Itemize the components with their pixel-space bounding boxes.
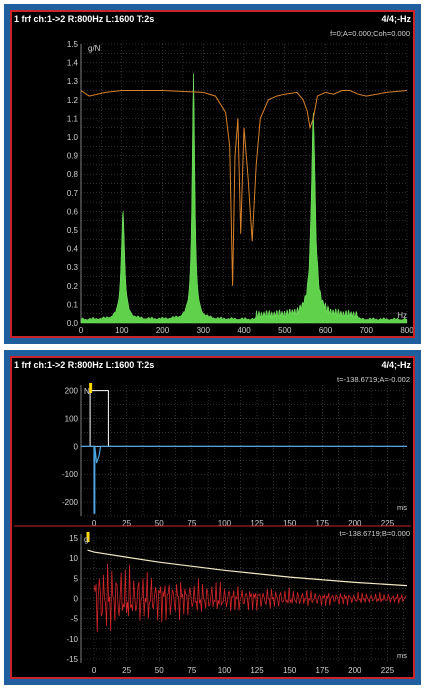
response-x-tick-label: 50 (155, 666, 164, 675)
force-y-tick-label: -100 (62, 470, 79, 479)
frf-y-tick-label: 0.6 (67, 207, 79, 216)
force-y-tick-label: 100 (65, 414, 79, 423)
response-x-tick-label: 200 (348, 666, 362, 675)
frf-header: 1 frf ch:1->2 R:800Hz L:1600 T:2s 4/4;-H… (14, 13, 411, 25)
force-readout: t=-138.6719;A=-0.002 (337, 375, 410, 384)
frf-x-unit: Hz (397, 311, 407, 320)
frf-y-tick-label: 1.1 (67, 114, 79, 123)
frf-x-tick-label: 0 (79, 326, 84, 335)
frf-header-right: 4/4;-Hz (381, 14, 411, 24)
bottom-time-frame: 0 25 50 75 100 125 150 175 200 225 200 100 0 -100 -200… (4, 350, 421, 685)
frf-x-tick-label: 700 (360, 326, 374, 335)
frf-y-tick-label: 1.0 (67, 133, 79, 142)
frf-y-unit: g/N (88, 44, 101, 53)
force-x-tick-label: 175 (316, 519, 330, 528)
force-x-tick-label: 150 (283, 519, 297, 528)
response-y-tick-label: 10 (69, 554, 78, 563)
frf-y-tick-label: 1.2 (67, 96, 79, 105)
response-y-tick-label: -5 (71, 615, 79, 624)
response-trace (93, 563, 407, 633)
frf-x-tick-label: 200 (156, 326, 170, 335)
frf-y-tick-label: 0.4 (67, 245, 79, 254)
frf-x-tick-label: 100 (115, 326, 129, 335)
response-x-tick-label: 100 (218, 666, 232, 675)
frf-y-tick-label: 0.0 (67, 319, 79, 328)
frf-header-left: 1 frf ch:1->2 R:800Hz L:1600 T:2s (14, 14, 155, 24)
response-y-tick-label: 5 (74, 574, 79, 583)
frf-chart-panel: 0 100 200 300 400 500 600 700 800 0.0 0.1 0.2 0.3 0.4… (10, 10, 415, 338)
frf-y-tick-label: 0.8 (67, 170, 79, 179)
frf-y-tick-label: 1.5 (67, 40, 79, 49)
frf-magnitude-area (80, 73, 408, 324)
frf-readout: f=0;A=0.000;Coh=0.000 (330, 29, 410, 38)
coherence-line (80, 90, 408, 286)
response-x-tick-label: 225 (381, 666, 395, 675)
force-x-tick-label: 125 (250, 519, 264, 528)
force-y-tick-label: -200 (62, 498, 79, 507)
response-x-tick-label: 75 (187, 666, 196, 675)
force-x-tick-label: 225 (381, 519, 395, 528)
frf-y-tick-label: 1.3 (67, 77, 79, 86)
frf-x-tick-label: 300 (197, 326, 211, 335)
response-y-tick-label: -15 (66, 655, 78, 664)
force-window-line (89, 390, 109, 447)
response-y-tick-label: 0 (74, 595, 79, 604)
top-frf-frame: 0 100 200 300 400 500 600 700 800 0.0 0.1 0.2 0.3 0.4… (4, 4, 421, 344)
time-header-left: 1 frf ch:1->2 R:800Hz L:1600 T:2s (14, 360, 155, 370)
force-x-tick-label: 50 (155, 519, 164, 528)
response-y-tick-label: -10 (66, 635, 78, 644)
force-x-tick-label: 25 (122, 519, 131, 528)
force-x-tick-label: 100 (218, 519, 232, 528)
response-x-tick-label: 25 (122, 666, 131, 675)
force-y-tick-label: 0 (74, 442, 79, 451)
force-x-unit: ms (397, 503, 407, 512)
response-x-tick-label: 175 (316, 666, 330, 675)
force-x-tick-label: 200 (348, 519, 362, 528)
force-trace (81, 445, 407, 514)
frf-y-tick-label: 1.4 (67, 59, 79, 68)
response-trigger-marker (86, 532, 90, 542)
frf-y-tick-label: 0.2 (67, 282, 79, 291)
force-x-tick-label: 0 (92, 519, 97, 528)
exponential-window-line (87, 549, 408, 587)
response-x-tick-label: 125 (250, 666, 264, 675)
force-x-tick-label: 75 (187, 519, 196, 528)
force-y-tick-label: 200 (65, 387, 79, 396)
time-header: 1 frf ch:1->2 R:800Hz L:1600 T:2s 4/4;-H… (14, 359, 411, 371)
frf-x-tick-label: 500 (278, 326, 292, 335)
response-readout: t=-138.6719;B=0.000 (340, 529, 410, 538)
response-x-tick-label: 0 (92, 666, 97, 675)
frf-y-tick-label: 0.5 (67, 226, 79, 235)
frf-y-tick-label: 0.9 (67, 152, 79, 161)
frf-y-tick-label: 0.7 (67, 189, 79, 198)
response-x-tick-label: 150 (283, 666, 297, 675)
force-trigger-marker (89, 383, 93, 393)
frf-y-tick-label: 0.3 (67, 263, 79, 272)
frf-x-tick-label: 600 (319, 326, 333, 335)
response-y-tick-label: 15 (69, 534, 78, 543)
frf-x-tick-label: 800 (400, 326, 413, 335)
frf-y-tick-label: 0.1 (67, 300, 79, 309)
time-chart-panel: 0 25 50 75 100 125 150 175 200 225 200 100 0 -100 -200… (10, 356, 415, 679)
time-charts: 0 25 50 75 100 125 150 175 200 2252001000-100-200… (14, 375, 411, 675)
frf-chart: 0 100 200 300 400 500 600 700 800 0.0 0.1 0.2 0.3 0.4… (67, 29, 413, 335)
time-header-right: 4/4;-Hz (381, 360, 411, 370)
frf-x-tick-label: 400 (237, 326, 251, 335)
response-x-unit: ms (397, 651, 407, 660)
response-y-unit: g (84, 535, 88, 544)
force-y-unit: N (84, 387, 90, 396)
